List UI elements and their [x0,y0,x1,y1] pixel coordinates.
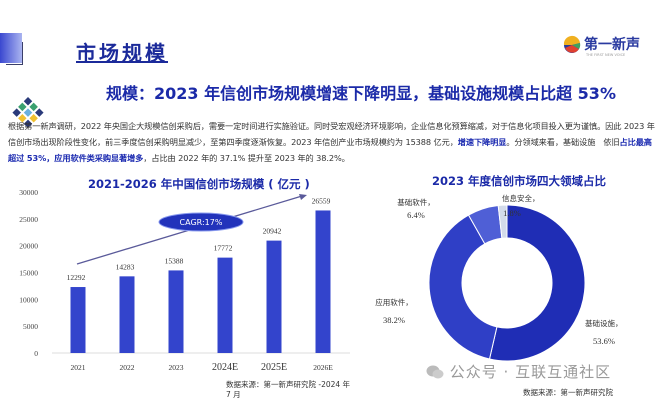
donut-slice [488,204,586,361]
watermark: 公众号 · 互联互通社区 [426,363,611,381]
intro-paragraph: 根据第一新声调研，2022 年央国企大规模信创采购后，需要一定时间进行实施验证。… [8,118,656,166]
y-tick-label: 25000 [19,215,38,224]
decorative-square [0,33,22,63]
cagr-badge [158,212,244,232]
watermark-text: 公众号 · 互联互通社区 [449,363,612,381]
headline: 规模：2023 年信创市场规模增速下降明显，基础设施规模占比超 53% [106,84,616,103]
slice-label: 基础设施， [585,318,623,328]
x-tick-label: 2022 [120,363,135,372]
logo-mark-icon [563,35,581,53]
paragraph-text: ，占比由 2022 年的 37.1% 提升至 2023 年的 38.2%。 [143,153,350,163]
bar [266,240,282,353]
decorative-frame [6,42,23,65]
paragraph-highlight: 占比最高超过 53%，应用软件类采购显著增多 [8,137,652,163]
bar-chart-title: 2021-2026 年中国信创市场规模 ( 亿元 ) [88,177,310,191]
bar [315,210,331,353]
pie-chart-title: 2023 年度信创市场四大领域占比 [432,174,607,188]
slice-label: 基础软件， [397,197,435,207]
wechat-icon [426,365,444,379]
x-tick-label: 2026E [313,363,333,372]
data-label: 15388 [165,256,184,265]
data-label: 26559 [312,196,331,205]
bar [70,287,86,353]
slice-percent: 53.6% [593,336,615,346]
x-tick-label: 2021 [71,363,86,372]
paragraph-highlight: 增速下降明显 [457,137,507,147]
data-label: 14283 [116,262,135,271]
data-label: 12292 [67,273,86,282]
y-tick-label: 0 [34,349,38,358]
y-tick-label: 10000 [19,295,38,304]
slice-label: 应用软件， [375,297,413,307]
cagr-label: CAGR:17% [180,218,223,227]
logo-text: 第一新声 [584,37,640,53]
y-tick-label: 30000 [19,188,38,197]
bar [217,257,233,353]
data-label: 20942 [263,227,282,236]
slice-percent: 38.2% [383,315,405,325]
donut-slice [497,204,508,239]
x-tick-label: 2023 [169,363,184,372]
logo-tagline: THE FIRST NEW VOICE [586,53,626,57]
y-tick-label: 5000 [23,322,38,331]
paragraph-text: 。分领域来看，基础设施 依旧 [506,137,620,147]
x-tick-label: 2025E [261,362,287,373]
diamond-cluster-icon [12,97,44,129]
y-tick-label: 15000 [19,269,38,278]
slice-label: 信息安全， [502,193,540,203]
slice-percent: 1.8% [503,208,521,218]
bar [168,270,184,353]
bar-chart-source: 数据来源：第一新声研究院 -2024 年 7 月 [226,380,351,399]
bar [119,276,135,353]
data-label: 17772 [214,244,233,253]
slice-percent: 6.4% [407,210,425,220]
pie-chart-source: 数据来源：第一新声研究院 [523,388,613,397]
brand-logo: 第一新声 THE FIRST NEW VOICE [562,34,658,60]
y-tick-label: 20000 [19,242,38,251]
trend-arrowhead-icon [299,194,307,200]
donut-slice [428,214,498,360]
x-tick-label: 2024E [212,362,238,373]
paragraph-text: 根据第一新声调研，2022 年央国企大规模信创采购后，需要一定时间进行实施验证。… [8,121,655,147]
page-title: 市场规模 [76,41,168,65]
donut-chart: 基础设施， 53.6% 应用软件， 38.2% 基础软件， 6.4% 信息安全， 1.8% [375,193,623,361]
bar-chart: 0 5000 10000 15000 20000 25000 30000 12292 2021 1… [19,188,350,373]
